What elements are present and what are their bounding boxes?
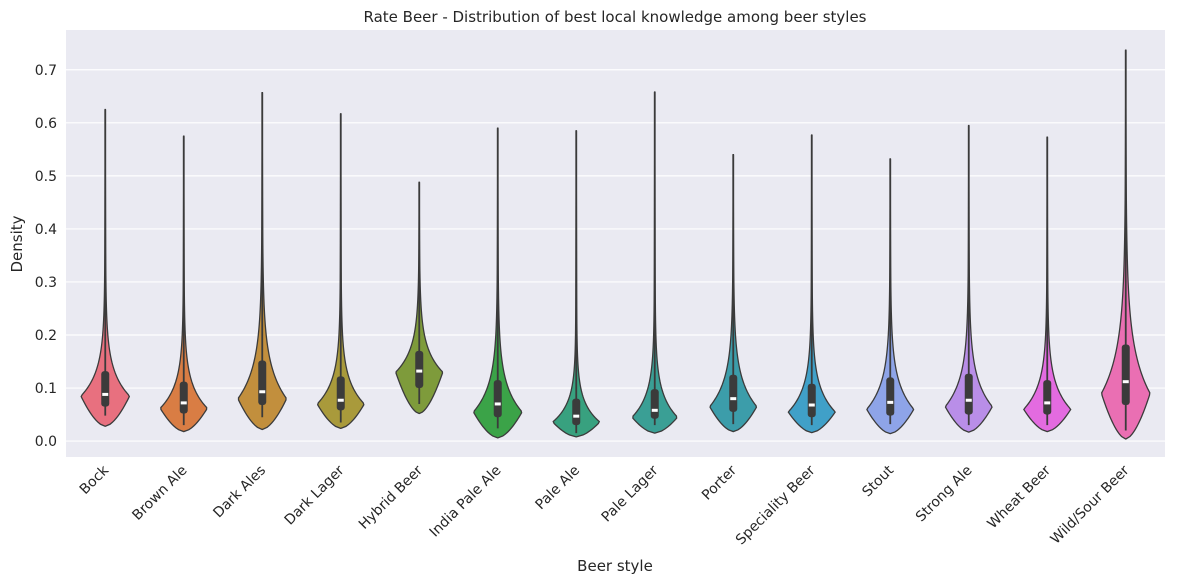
violin-median-india-pale-ale — [494, 402, 501, 406]
violin-median-pale-lager — [651, 408, 658, 412]
y-tick-label: 0.2 — [35, 328, 57, 344]
y-tick-label: 0.5 — [35, 169, 57, 185]
x-tick-label-dark-lager: Dark Lager — [282, 462, 348, 528]
x-tick-label-india-pale-ale: India Pale Ale — [427, 463, 505, 541]
violin-median-dark-ales — [259, 390, 266, 394]
violin-iqr-box-hybrid-beer — [415, 350, 424, 389]
violin-iqr-box-porter — [729, 374, 738, 412]
plot-background — [66, 30, 1165, 457]
x-tick-label-speciality-beer: Speciality Beer — [733, 462, 819, 548]
violin-median-pale-ale — [573, 414, 580, 418]
violin-iqr-box-wild-sour-beer — [1121, 344, 1130, 406]
violin-median-dark-lager — [337, 398, 344, 402]
violin-iqr-box-dark-lager — [336, 376, 345, 411]
violin-median-wheat-beer — [1044, 401, 1051, 405]
x-tick-label-wheat-beer: Wheat Beer — [984, 462, 1054, 532]
chart-title: Rate Beer - Distribution of best local k… — [363, 8, 866, 26]
violin-median-stout — [887, 400, 894, 404]
violin-iqr-box-stout — [886, 377, 895, 416]
x-tick-label-wild-sour-beer: Wild/Sour Beer — [1048, 462, 1133, 547]
x-tick-labels: Bock Brown Ale Dark Ales Dark Lager Hybrid B… — [77, 462, 1133, 548]
violin-median-wild-sour-beer — [1122, 380, 1129, 384]
violin-median-porter — [730, 397, 737, 401]
x-tick-label-stout: Stout — [859, 462, 897, 500]
y-tick-label: 0.3 — [35, 275, 57, 291]
x-tick-label-porter: Porter — [699, 462, 740, 503]
y-tick-label: 0.0 — [35, 434, 57, 450]
x-tick-label-pale-lager: Pale Lager — [599, 462, 662, 525]
violin-iqr-box-india-pale-ale — [493, 380, 502, 418]
violin-median-speciality-beer — [808, 403, 815, 407]
violin-median-brown-ale — [180, 401, 187, 405]
x-tick-label-dark-ales: Dark Ales — [210, 463, 269, 522]
x-tick-label-strong-ale: Strong Ale — [913, 463, 976, 526]
x-tick-label-bock: Bock — [77, 462, 113, 498]
violin-iqr-box-brown-ale — [179, 381, 188, 414]
y-tick-label: 0.6 — [35, 116, 57, 132]
x-tick-label-hybrid-beer: Hybrid Beer — [356, 462, 426, 532]
y-axis-label: Density — [8, 215, 26, 272]
violin-iqr-box-dark-ales — [258, 360, 267, 406]
x-tick-label-pale-ale: Pale Ale — [533, 463, 584, 514]
y-tick-label: 0.7 — [35, 63, 57, 79]
violin-median-bock — [102, 392, 109, 396]
y-tick-labels: 0.0 0.1 0.2 0.3 0.4 0.5 0.6 0.7 — [35, 63, 57, 450]
violin-iqr-box-bock — [101, 371, 110, 407]
violin-layer — [80, 49, 1151, 440]
violin-median-hybrid-beer — [416, 369, 423, 373]
violin-median-strong-ale — [965, 398, 972, 402]
x-tick-label-brown-ale: Brown Ale — [129, 463, 190, 524]
y-tick-label: 0.1 — [35, 381, 57, 397]
violin-iqr-box-pale-lager — [650, 389, 659, 419]
y-tick-label: 0.4 — [35, 222, 57, 238]
violin-iqr-box-speciality-beer — [807, 383, 816, 418]
violin-iqr-box-wheat-beer — [1043, 380, 1052, 415]
violin-iqr-box-pale-ale — [572, 398, 581, 426]
x-axis-label: Beer style — [577, 557, 653, 575]
violin-iqr-box-strong-ale — [964, 373, 973, 415]
